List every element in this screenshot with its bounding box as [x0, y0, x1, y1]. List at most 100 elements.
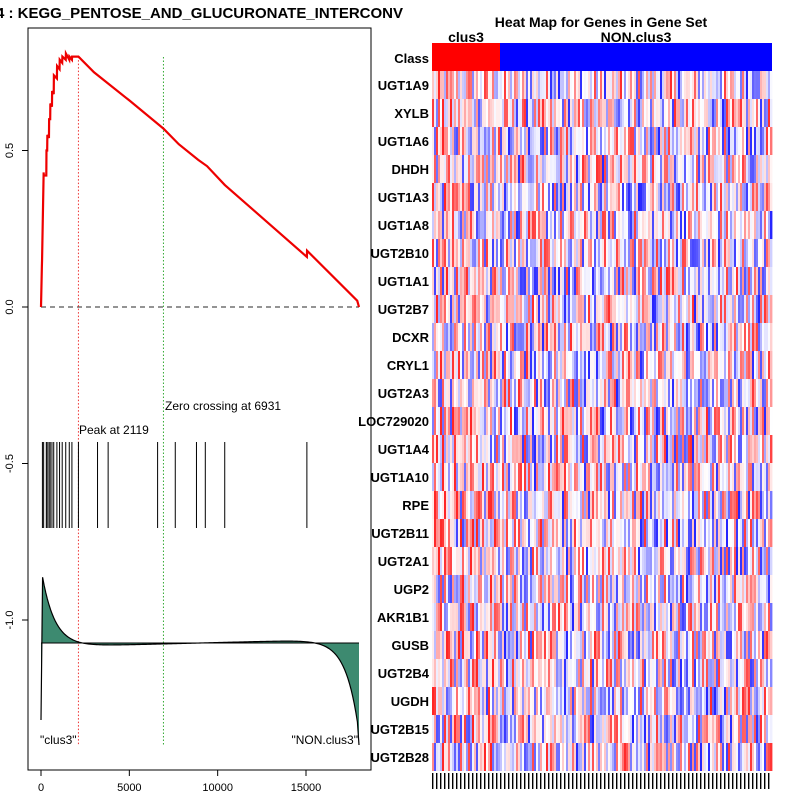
heatmap-cell — [520, 631, 523, 659]
heatmap-cell — [518, 351, 521, 379]
heatmap-cell — [736, 267, 739, 295]
heatmap-cell — [656, 743, 659, 771]
heatmap-cell — [458, 743, 461, 771]
heatmap-cell — [542, 463, 545, 491]
heatmap-cell — [452, 687, 455, 715]
heatmap-cell — [538, 239, 541, 267]
heatmap-cell — [518, 463, 521, 491]
heatmap-cell — [736, 491, 739, 519]
heatmap-cell — [640, 743, 643, 771]
heatmap-cell — [452, 519, 455, 547]
heatmap-cell — [612, 631, 615, 659]
heatmap-cell — [722, 379, 725, 407]
heatmap-cell — [656, 575, 659, 603]
heatmap-cell — [620, 183, 623, 211]
heatmap-cell — [506, 407, 509, 435]
heatmap-cell — [758, 519, 761, 547]
heatmap-cell — [714, 211, 717, 239]
gene-label: GUSB — [391, 638, 429, 653]
heatmap-cell — [596, 183, 599, 211]
heatmap-cell — [650, 183, 653, 211]
gene-label: UGT1A10 — [370, 470, 429, 485]
heatmap-cell — [702, 659, 705, 687]
heatmap-cell — [660, 155, 663, 183]
heatmap-cell — [574, 491, 577, 519]
heatmap-cell — [466, 435, 469, 463]
heatmap-cell — [682, 659, 685, 687]
heatmap-cell — [634, 239, 637, 267]
sample-tick — [492, 773, 494, 789]
heatmap-cell — [654, 295, 657, 323]
heatmap-cell — [464, 211, 467, 239]
heatmap-cell — [590, 99, 593, 127]
heatmap-cell — [674, 575, 677, 603]
heatmap-cell — [760, 295, 763, 323]
heatmap-cell — [464, 155, 467, 183]
sample-tick — [712, 773, 714, 789]
heatmap-cell — [714, 687, 717, 715]
heatmap-cell — [760, 603, 763, 631]
heatmap-cell — [510, 519, 513, 547]
heatmap-cell — [446, 603, 449, 631]
heatmap-cell — [716, 715, 719, 743]
heatmap-cell — [484, 183, 487, 211]
heatmap-cell — [514, 659, 517, 687]
heatmap-cell — [548, 295, 551, 323]
heatmap-cell — [744, 491, 747, 519]
heatmap-cell — [574, 379, 577, 407]
heatmap-cell — [528, 323, 531, 351]
heatmap-cell — [622, 463, 625, 491]
heatmap-cell — [752, 99, 755, 127]
heatmap-cell — [690, 519, 693, 547]
heatmap-cell — [482, 295, 485, 323]
heatmap-cell — [454, 127, 457, 155]
heatmap-cell — [584, 295, 587, 323]
heatmap-cell — [632, 575, 635, 603]
sample-tick — [632, 773, 634, 789]
sample-tick — [648, 773, 650, 789]
heatmap-cell — [578, 491, 581, 519]
heatmap-cell — [604, 155, 607, 183]
heatmap-cell — [586, 575, 589, 603]
heatmap-cell — [478, 491, 481, 519]
heatmap-cell — [558, 379, 561, 407]
heatmap-cell — [732, 463, 735, 491]
heatmap-cell — [648, 659, 651, 687]
heatmap-cell — [714, 267, 717, 295]
heatmap-cell — [756, 99, 759, 127]
heatmap-cell — [568, 155, 571, 183]
heatmap-cell — [438, 687, 441, 715]
heatmap-cell — [662, 743, 665, 771]
heatmap-cell — [636, 519, 639, 547]
heatmap-cell — [492, 71, 495, 99]
heatmap-cell — [540, 99, 543, 127]
heatmap-cell — [634, 71, 637, 99]
heatmap-cell — [712, 435, 715, 463]
heatmap-cell — [520, 71, 523, 99]
heatmap-cell — [620, 463, 623, 491]
heatmap-cell — [498, 267, 501, 295]
heatmap-cell — [564, 603, 567, 631]
heatmap-cell — [616, 71, 619, 99]
heatmap-cell — [460, 659, 463, 687]
heatmap-cell — [704, 687, 707, 715]
heatmap-cell — [460, 267, 463, 295]
heatmap-cell — [592, 127, 595, 155]
heatmap-cell — [474, 99, 477, 127]
heatmap-cell — [564, 491, 567, 519]
heatmap-cell — [590, 715, 593, 743]
heatmap-cell — [582, 407, 585, 435]
heatmap-cell — [656, 351, 659, 379]
heatmap-cell — [704, 99, 707, 127]
heatmap-cell — [602, 491, 605, 519]
heatmap-cell — [590, 379, 593, 407]
heatmap-cell — [652, 379, 655, 407]
heatmap-cell — [590, 267, 593, 295]
heatmap-cell — [542, 351, 545, 379]
heatmap-cell — [700, 687, 703, 715]
heatmap-cell — [746, 127, 749, 155]
heatmap-cell — [734, 547, 737, 575]
heatmap-cell — [642, 211, 645, 239]
heatmap-cell — [586, 239, 589, 267]
heatmap-cell — [608, 267, 611, 295]
